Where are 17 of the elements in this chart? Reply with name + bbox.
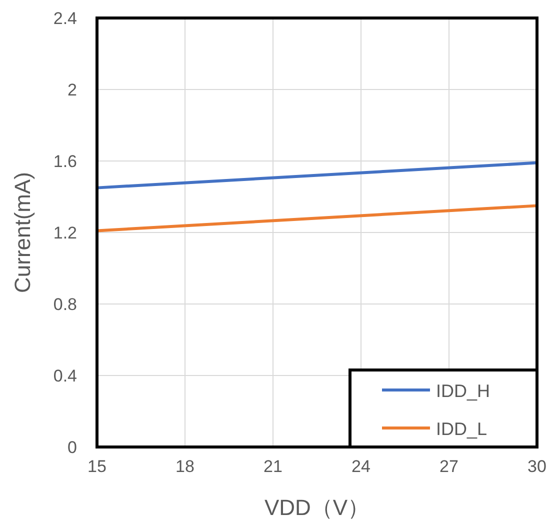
- x-axis-title: VDD（V）: [264, 495, 370, 520]
- x-tick-label: 15: [88, 457, 106, 476]
- y-tick-label: 0.8: [53, 295, 77, 314]
- x-tick-label: 18: [176, 457, 194, 476]
- y-tick-label: 1.6: [53, 152, 77, 171]
- y-axis-title: Current(mA): [10, 172, 35, 294]
- x-tick-label: 21: [264, 457, 282, 476]
- x-tick-label: 24: [352, 457, 370, 476]
- y-tick-label: 2.4: [53, 9, 77, 28]
- legend-label: IDD_H: [436, 381, 490, 401]
- y-tick-label: 0: [68, 438, 77, 457]
- x-tick-label: 27: [440, 457, 458, 476]
- y-tick-label: 2: [68, 80, 77, 100]
- y-tick-label: 1.2: [53, 224, 77, 242]
- y-tick-label: 0.4: [53, 366, 77, 386]
- legend-label: IDD_L: [436, 419, 488, 439]
- x-tick-label: 30: [528, 457, 546, 476]
